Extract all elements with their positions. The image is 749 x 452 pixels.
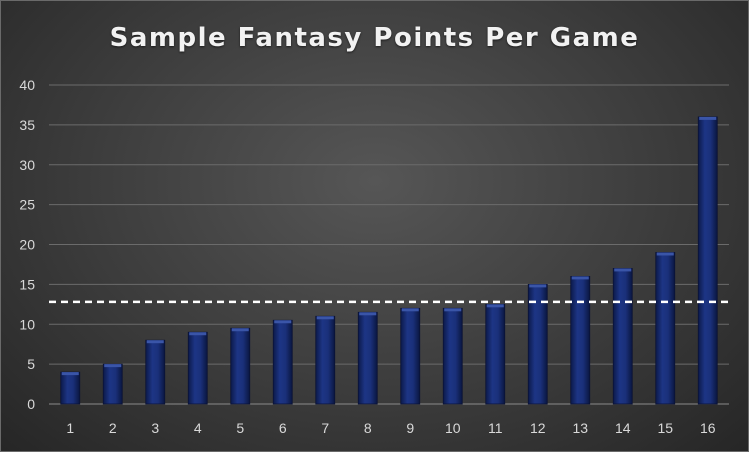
bar — [485, 303, 506, 405]
y-tick-label: 20 — [19, 237, 35, 253]
bar — [442, 307, 463, 405]
bar — [612, 268, 633, 405]
bar — [570, 275, 591, 405]
bar-top-highlight — [274, 320, 292, 324]
chart-title: Sample Fantasy Points Per Game — [109, 23, 640, 53]
x-tick-label: 5 — [236, 420, 244, 436]
bar-top-highlight — [401, 308, 419, 312]
bar — [272, 319, 293, 405]
bar — [60, 371, 81, 405]
bar — [187, 331, 208, 405]
y-tick-label: 15 — [19, 276, 35, 292]
bar — [400, 307, 421, 405]
x-tick-label: 15 — [657, 420, 673, 436]
x-tick-label: 9 — [406, 420, 414, 436]
x-tick-label: 4 — [194, 420, 202, 436]
x-tick-label: 2 — [109, 420, 117, 436]
bar-top-highlight — [189, 332, 207, 336]
bar-top-highlight — [529, 284, 547, 288]
y-tick-label: 25 — [19, 197, 35, 213]
x-tick-label: 8 — [364, 420, 372, 436]
x-tick-label: 16 — [700, 420, 716, 436]
bar-top-highlight — [614, 268, 632, 272]
bar — [230, 327, 251, 405]
bar — [145, 339, 166, 405]
y-tick-label: 5 — [27, 356, 35, 372]
bar-top-highlight — [359, 312, 377, 316]
bar — [655, 252, 676, 405]
x-tick-label: 10 — [445, 420, 461, 436]
x-tick-label: 12 — [530, 420, 546, 436]
bar-top-highlight — [444, 308, 462, 312]
y-tick-label: 0 — [27, 396, 35, 412]
y-tick-label: 40 — [19, 77, 35, 93]
bar-top-highlight — [316, 316, 334, 320]
y-tick-label: 10 — [19, 316, 35, 332]
bar-top-highlight — [656, 252, 674, 256]
bar-top-highlight — [61, 372, 79, 376]
bar-top-highlight — [699, 116, 717, 120]
bar-top-highlight — [146, 340, 164, 344]
bar — [357, 311, 378, 405]
bar-top-highlight — [486, 304, 504, 308]
x-tick-label: 13 — [572, 420, 588, 436]
bar — [102, 363, 123, 405]
x-tick-label: 6 — [279, 420, 287, 436]
x-tick-label: 11 — [488, 420, 503, 436]
y-tick-label: 35 — [19, 117, 35, 133]
bar — [697, 116, 718, 405]
x-tick-label: 14 — [615, 420, 631, 436]
y-tick-label: 30 — [19, 157, 35, 173]
x-tick-label: 1 — [66, 420, 74, 436]
x-tick-label: 7 — [321, 420, 329, 436]
bar-top-highlight — [104, 364, 122, 368]
bar-top-highlight — [571, 276, 589, 280]
bar — [315, 315, 336, 405]
x-tick-label: 3 — [151, 420, 159, 436]
bar-top-highlight — [231, 328, 249, 332]
